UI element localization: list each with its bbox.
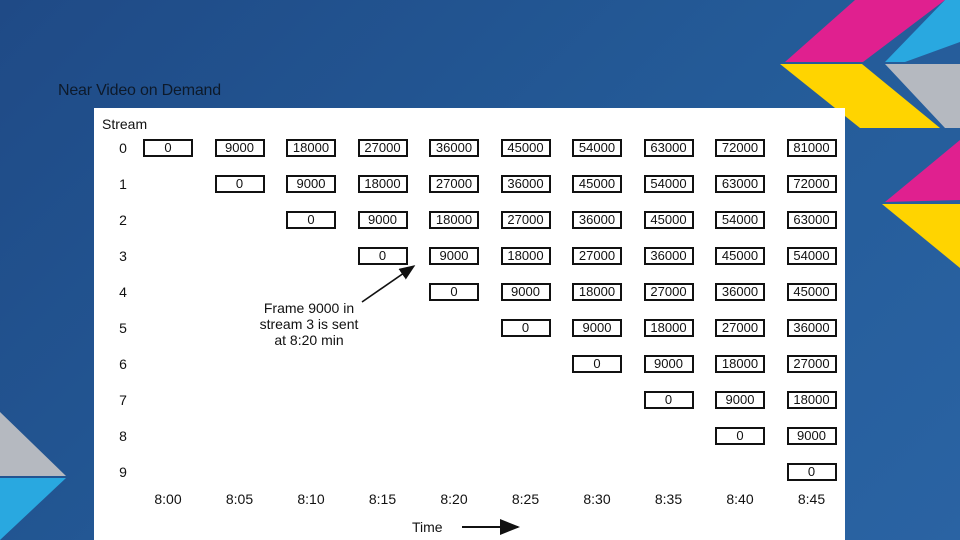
frame-cell: 45000	[500, 139, 551, 157]
annotation-line-2: stream 3 is sent	[259, 316, 359, 332]
frame-cell: 45000	[572, 175, 622, 193]
frame-cell: 9000	[572, 319, 622, 337]
time-tick-label: 8:05	[225, 491, 254, 507]
frame-cell: 63000	[715, 175, 765, 193]
gray-triangle-left	[0, 412, 66, 476]
frame-cell: 27000	[715, 319, 765, 337]
time-tick-label: 8:30	[583, 491, 611, 507]
frame-cell: 0	[643, 391, 694, 409]
frame-cell: 63000	[643, 139, 694, 157]
stream-label: 4	[119, 284, 127, 300]
frame-cell: 9000	[429, 247, 479, 265]
frame-cell: 9000	[786, 427, 837, 445]
nvod-diagram: Stream Frame 9000 in stream 3 is sent at…	[94, 108, 845, 540]
diagram-arrows	[361, 265, 520, 535]
frame-cell: 36000	[429, 139, 479, 157]
stream-label: 8	[119, 428, 127, 444]
frame-cell: 9000	[500, 283, 551, 301]
time-tick-label: 8:45	[797, 491, 826, 507]
frame-cell: 54000	[786, 247, 837, 265]
frame-cell: 18000	[357, 175, 408, 193]
frame-cell: 9000	[214, 139, 265, 157]
frame-cell: 18000	[429, 211, 479, 229]
frame-cell: 18000	[643, 319, 694, 337]
frame-cell: 0	[429, 283, 479, 301]
stream-label: 2	[119, 212, 127, 228]
stream-axis-header: Stream	[102, 116, 148, 132]
frame-cell: 72000	[786, 175, 837, 193]
frame-cell: 0	[214, 175, 265, 193]
stream-label: 9	[119, 464, 127, 480]
time-axis-label: Time	[412, 519, 443, 535]
frame-cell: 9000	[715, 391, 765, 409]
gray-shape-top	[885, 64, 960, 128]
frame-cell: 27000	[572, 247, 622, 265]
frame-cell: 18000	[786, 391, 837, 409]
frame-cell: 72000	[715, 139, 765, 157]
frame-cell: 9000	[286, 175, 336, 193]
frame-cell: 0	[286, 211, 336, 229]
annotation-arrow	[361, 265, 416, 303]
cyan-triangle-left	[0, 478, 66, 540]
frame-cell: 0	[500, 319, 551, 337]
frame-cell: 18000	[572, 283, 622, 301]
frame-annotation: Frame 9000 in stream 3 is sent at 8:20 m…	[244, 300, 374, 348]
frame-cell: 45000	[715, 247, 765, 265]
annotation-line-3: at 8:20 min	[274, 332, 344, 348]
stream-label: 1	[119, 176, 127, 192]
frame-cell: 27000	[429, 175, 479, 193]
frame-cell: 9000	[357, 211, 408, 229]
frame-cell: 54000	[715, 211, 765, 229]
frame-cell: 45000	[643, 211, 694, 229]
frame-cell: 0	[357, 247, 408, 265]
frame-cell: 54000	[643, 175, 694, 193]
stream-label: 3	[119, 248, 127, 264]
frame-cell: 36000	[643, 247, 694, 265]
slide-title: Near Video on Demand	[58, 82, 221, 99]
frame-cell: 36000	[786, 319, 837, 337]
cyan-shape-top	[885, 0, 960, 62]
frame-cell: 36000	[500, 175, 551, 193]
frame-cell: 81000	[786, 139, 837, 157]
frame-cell: 9000	[643, 355, 694, 373]
stream-label: 5	[119, 320, 127, 336]
stream-label: 0	[119, 140, 127, 156]
frame-cell: 36000	[715, 283, 765, 301]
frame-cell: 63000	[786, 211, 837, 229]
stream-label: 6	[119, 356, 127, 372]
frame-cell: 27000	[357, 139, 408, 157]
magenta-chevron-right	[885, 140, 960, 202]
frame-cell: 18000	[715, 355, 765, 373]
frame-cell: 0	[715, 427, 765, 445]
time-tick-label: 8:25	[511, 491, 540, 507]
frame-cell: 36000	[572, 211, 622, 229]
time-tick-label: 8:35	[654, 491, 683, 507]
time-tick-label: 8:15	[368, 491, 397, 507]
frame-cell: 18000	[286, 139, 336, 157]
frame-cell: 27000	[500, 211, 551, 229]
frame-cell: 18000	[500, 247, 551, 265]
magenta-chevron-top	[785, 0, 945, 62]
time-tick-label: 8:20	[440, 491, 468, 507]
frame-cell: 0	[143, 139, 193, 157]
time-tick-label: 8:10	[297, 491, 325, 507]
frame-cell: 54000	[572, 139, 622, 157]
time-tick-label: 8:00	[154, 491, 182, 507]
frame-cell: 27000	[643, 283, 694, 301]
annotation-line-1: Frame 9000 in	[263, 300, 355, 316]
frame-cell: 27000	[786, 355, 837, 373]
frame-cell: 0	[786, 463, 837, 481]
yellow-chevron-top	[780, 64, 940, 128]
stream-label: 7	[119, 392, 127, 408]
yellow-chevron-right	[882, 204, 960, 268]
time-tick-label: 8:40	[726, 491, 754, 507]
frame-cell: 0	[572, 355, 622, 373]
frame-cell: 45000	[786, 283, 837, 301]
